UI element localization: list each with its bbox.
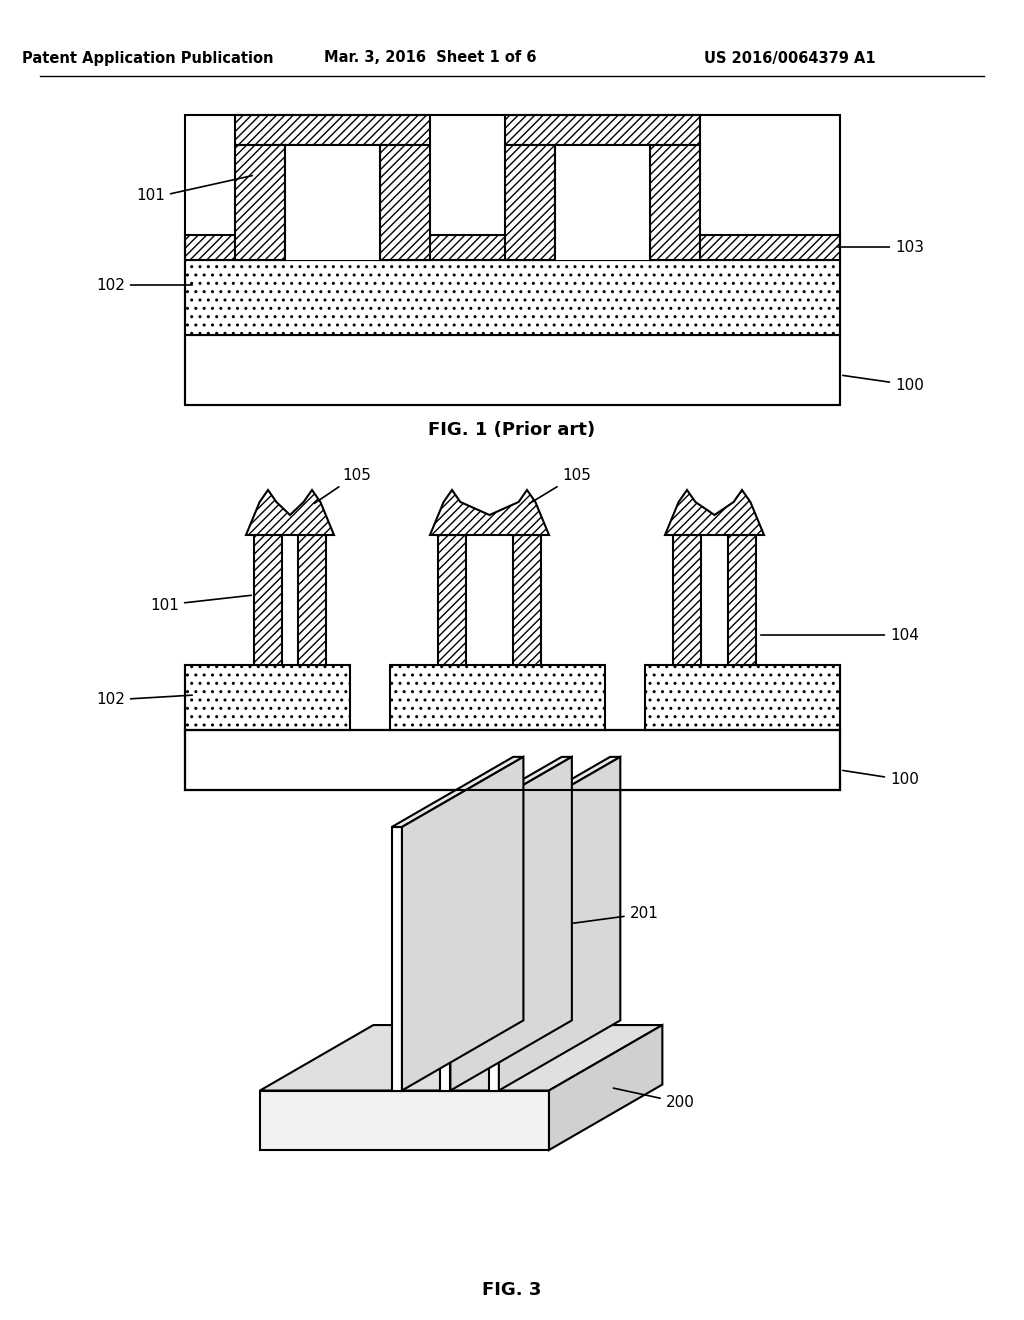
Polygon shape [440,756,571,828]
Bar [185,730,840,789]
Bar [234,115,430,145]
Text: 100: 100 [843,771,919,788]
Text: 102: 102 [96,277,193,293]
Text: 101: 101 [136,176,252,202]
Text: FIG. 1 (Prior art): FIG. 1 (Prior art) [428,421,596,440]
Bar [185,115,840,405]
Bar [298,535,326,665]
Bar [234,145,285,260]
Text: 201: 201 [572,907,658,923]
Bar [380,145,430,260]
Bar [645,665,840,730]
Polygon shape [392,756,523,828]
Bar [185,730,840,789]
Text: 103: 103 [838,239,924,255]
Polygon shape [260,1090,549,1150]
Text: 105: 105 [314,467,371,503]
Bar [650,145,700,260]
Polygon shape [440,828,451,1090]
Polygon shape [392,828,402,1090]
Bar [728,535,756,665]
Bar [555,145,650,260]
Bar [505,115,700,145]
Text: 100: 100 [843,375,924,392]
Text: Mar. 3, 2016  Sheet 1 of 6: Mar. 3, 2016 Sheet 1 of 6 [324,50,537,66]
Polygon shape [246,490,334,535]
Polygon shape [499,756,621,1090]
Polygon shape [451,756,571,1090]
Bar [438,535,466,665]
Text: 200: 200 [613,1088,694,1110]
Polygon shape [488,756,621,828]
Text: FIG. 3: FIG. 3 [482,1280,542,1299]
Text: FIG. 2 (Prior art): FIG. 2 (Prior art) [428,810,596,829]
Bar [505,145,555,260]
Text: 101: 101 [151,595,251,612]
Polygon shape [549,1026,663,1150]
Polygon shape [665,490,764,535]
Text: 105: 105 [529,467,591,503]
Bar [390,665,605,730]
Text: US 2016/0064379 A1: US 2016/0064379 A1 [705,50,876,66]
Bar [185,665,350,730]
Bar [513,535,541,665]
Bar [185,260,840,335]
Bar [185,335,840,405]
Polygon shape [430,490,549,535]
Polygon shape [488,828,499,1090]
Bar [285,145,380,260]
Polygon shape [260,1026,663,1090]
Bar [254,535,282,665]
Bar [185,235,840,260]
Text: Patent Application Publication: Patent Application Publication [23,50,273,66]
Text: 102: 102 [96,693,193,708]
Polygon shape [402,756,523,1090]
Bar [673,535,701,665]
Text: 104: 104 [761,627,919,643]
